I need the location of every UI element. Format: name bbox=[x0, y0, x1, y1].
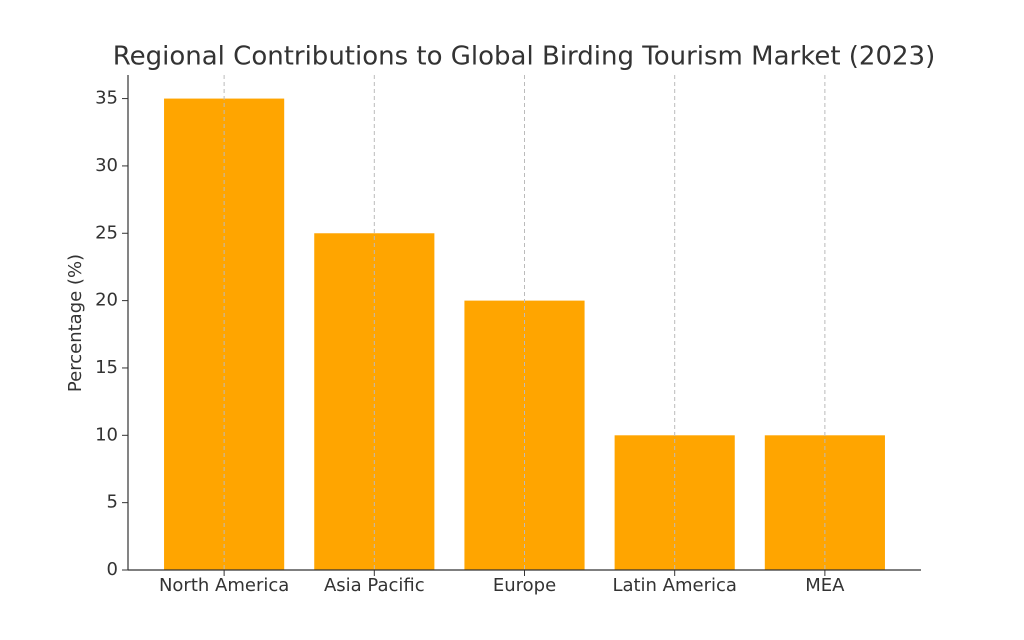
y-tick-label: 35 bbox=[95, 88, 118, 109]
y-tick-label: 5 bbox=[107, 492, 118, 513]
y-tick-label: 30 bbox=[95, 155, 118, 176]
y-tick-label: 20 bbox=[95, 290, 118, 311]
y-tick-label: 15 bbox=[95, 357, 118, 378]
y-tick-label: 25 bbox=[95, 222, 118, 243]
chart-title: Regional Contributions to Global Birding… bbox=[113, 42, 936, 72]
x-tick-label: Asia Pacific bbox=[324, 575, 425, 596]
y-axis-label: Percentage (%) bbox=[65, 254, 86, 392]
y-tick-label: 0 bbox=[107, 559, 118, 580]
x-tick-label: North America bbox=[159, 575, 289, 596]
x-tick-label: Europe bbox=[493, 575, 556, 596]
x-tick-label: MEA bbox=[805, 575, 845, 596]
bar bbox=[314, 233, 435, 570]
x-tick-label: Latin America bbox=[612, 575, 737, 596]
y-tick-label: 10 bbox=[95, 424, 118, 445]
